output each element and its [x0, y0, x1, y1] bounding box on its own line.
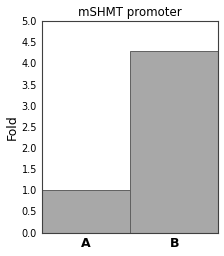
Bar	[130, 51, 218, 233]
Bar	[42, 190, 130, 233]
Title: mSHMT promoter: mSHMT promoter	[78, 6, 182, 18]
Y-axis label: Fold: Fold	[6, 114, 19, 140]
